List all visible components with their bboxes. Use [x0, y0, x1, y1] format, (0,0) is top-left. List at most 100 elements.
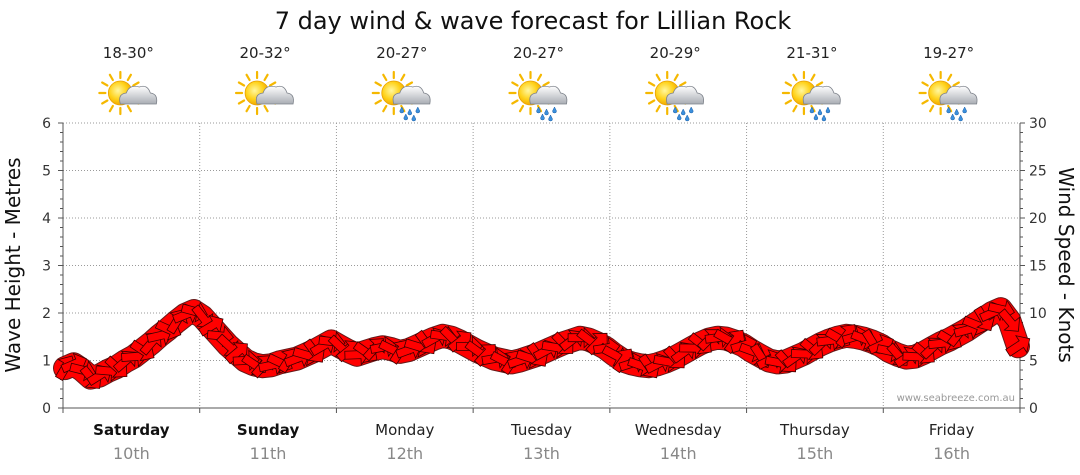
sun-ray: [952, 81, 960, 87]
sun-ray: [815, 81, 824, 87]
left-tick-label: 5: [42, 164, 51, 180]
sun-ray: [263, 73, 269, 82]
rain-drop: [821, 114, 827, 122]
sun-ray: [679, 81, 687, 87]
rain-drop: [540, 113, 545, 121]
cloud: [939, 85, 978, 105]
sun-ray: [929, 104, 935, 113]
sun-ray: [647, 81, 656, 87]
temperature-range: 20-29°: [650, 44, 701, 62]
left-tick-label: 4: [42, 211, 51, 227]
wind-arrow: [998, 308, 1021, 332]
wind-series: [53, 297, 1031, 390]
sun-ray: [792, 73, 798, 82]
sun-ray: [518, 104, 525, 113]
left-tick-label: 1: [42, 354, 51, 370]
wind-arrow: [447, 330, 472, 353]
right-tick-label: 30: [1029, 116, 1047, 132]
right-tick-label: 15: [1029, 259, 1047, 275]
day-name-label: Thursday: [779, 421, 850, 439]
rain-drop: [403, 113, 409, 121]
left-tick-label: 3: [42, 259, 51, 275]
sun-ray: [405, 81, 414, 87]
sun-ray: [126, 73, 132, 82]
sun-ray: [400, 73, 406, 82]
wind-arrow: [1005, 335, 1031, 357]
sun-ray: [784, 81, 793, 87]
sun-ray: [536, 73, 543, 82]
daily-weather-header: 18-30° 20-32° 20-27° 20-27° 20-29° 21-31° 19-2…: [98, 44, 978, 122]
day-name-label: Saturday: [93, 421, 170, 439]
left-tick-label: 6: [42, 116, 51, 132]
wind-arrow-shape: [585, 332, 608, 356]
left-axis-title: Wave Height - Metres: [1, 157, 25, 372]
sun-ray: [647, 99, 656, 105]
rain-drop: [825, 106, 831, 114]
temperature-range: 20-27°: [376, 44, 427, 62]
cloud: [392, 85, 431, 105]
sun-ray: [101, 81, 109, 87]
day-date-label: 13th: [523, 444, 560, 463]
rain-drop: [684, 114, 690, 122]
sun-ray: [132, 81, 140, 87]
left-tick-label: 2: [42, 306, 51, 322]
day-name-label: Wednesday: [635, 421, 722, 439]
temperature-range: 20-32°: [240, 44, 291, 62]
sun-ray: [810, 73, 816, 82]
sun-ray: [921, 81, 929, 87]
sun-ray: [245, 104, 251, 113]
sun-ray: [382, 104, 388, 113]
rain-drop: [958, 114, 963, 122]
sun-ray: [108, 73, 114, 82]
right-axis-ticks: 0 5 10 15 20 25 30: [1020, 116, 1047, 417]
rain-drop: [954, 108, 959, 116]
rain-drop: [407, 108, 413, 116]
chart-title: 7 day wind & wave forecast for Lillian R…: [275, 7, 792, 35]
rain-drop: [680, 108, 686, 116]
wind-arrow-shape: [447, 330, 472, 353]
rain-drop: [946, 106, 951, 114]
rain-drop: [536, 106, 541, 114]
sun-ray: [511, 81, 519, 87]
sun-ray: [542, 81, 550, 87]
rain-drop: [817, 108, 823, 116]
wind-arrow-shape: [474, 344, 497, 367]
wind-arrow: [198, 315, 224, 337]
rain-drop: [813, 113, 819, 121]
wind-arrow-shape: [1005, 335, 1031, 357]
sun-ray: [655, 104, 661, 113]
left-tick-label: 0: [42, 401, 51, 417]
wind-arrow-shape: [198, 315, 224, 337]
wind-arrow: [474, 344, 497, 367]
rain-drop: [676, 113, 682, 121]
right-tick-label: 5: [1029, 354, 1038, 370]
rain-drop: [688, 106, 694, 114]
sun-ray: [268, 81, 277, 87]
cloud: [666, 85, 704, 105]
rain-drop: [950, 113, 955, 121]
sun-cloud-rain-icon: [371, 70, 431, 122]
wind-arrow: [585, 332, 608, 356]
left-axis-ticks: 0 1 2 3 4 5 6: [42, 116, 63, 417]
temperature-range: 20-27°: [513, 44, 564, 62]
rain-drop: [809, 106, 815, 114]
sun-ray: [126, 104, 132, 113]
day-date-label: 16th: [933, 444, 970, 463]
cloud: [529, 85, 568, 105]
day-date-label: 12th: [386, 444, 423, 463]
right-tick-label: 0: [1029, 401, 1038, 417]
sun-ray: [673, 73, 679, 82]
right-tick-label: 25: [1029, 164, 1047, 180]
sun-cloud-rain-icon: [781, 70, 841, 122]
rain-drop: [548, 114, 553, 122]
sun-ray: [929, 73, 935, 82]
day-date-label: 11th: [250, 444, 287, 463]
day-name-label: Sunday: [237, 421, 300, 439]
rain-drop: [544, 108, 549, 116]
sun-ray: [382, 73, 388, 82]
right-axis-title: Wind Speed - Knots: [1054, 167, 1078, 363]
cloud: [255, 85, 294, 105]
sun-cloud-icon: [234, 70, 294, 116]
temperature-range: 21-31°: [786, 44, 837, 62]
sun-ray: [237, 99, 246, 105]
